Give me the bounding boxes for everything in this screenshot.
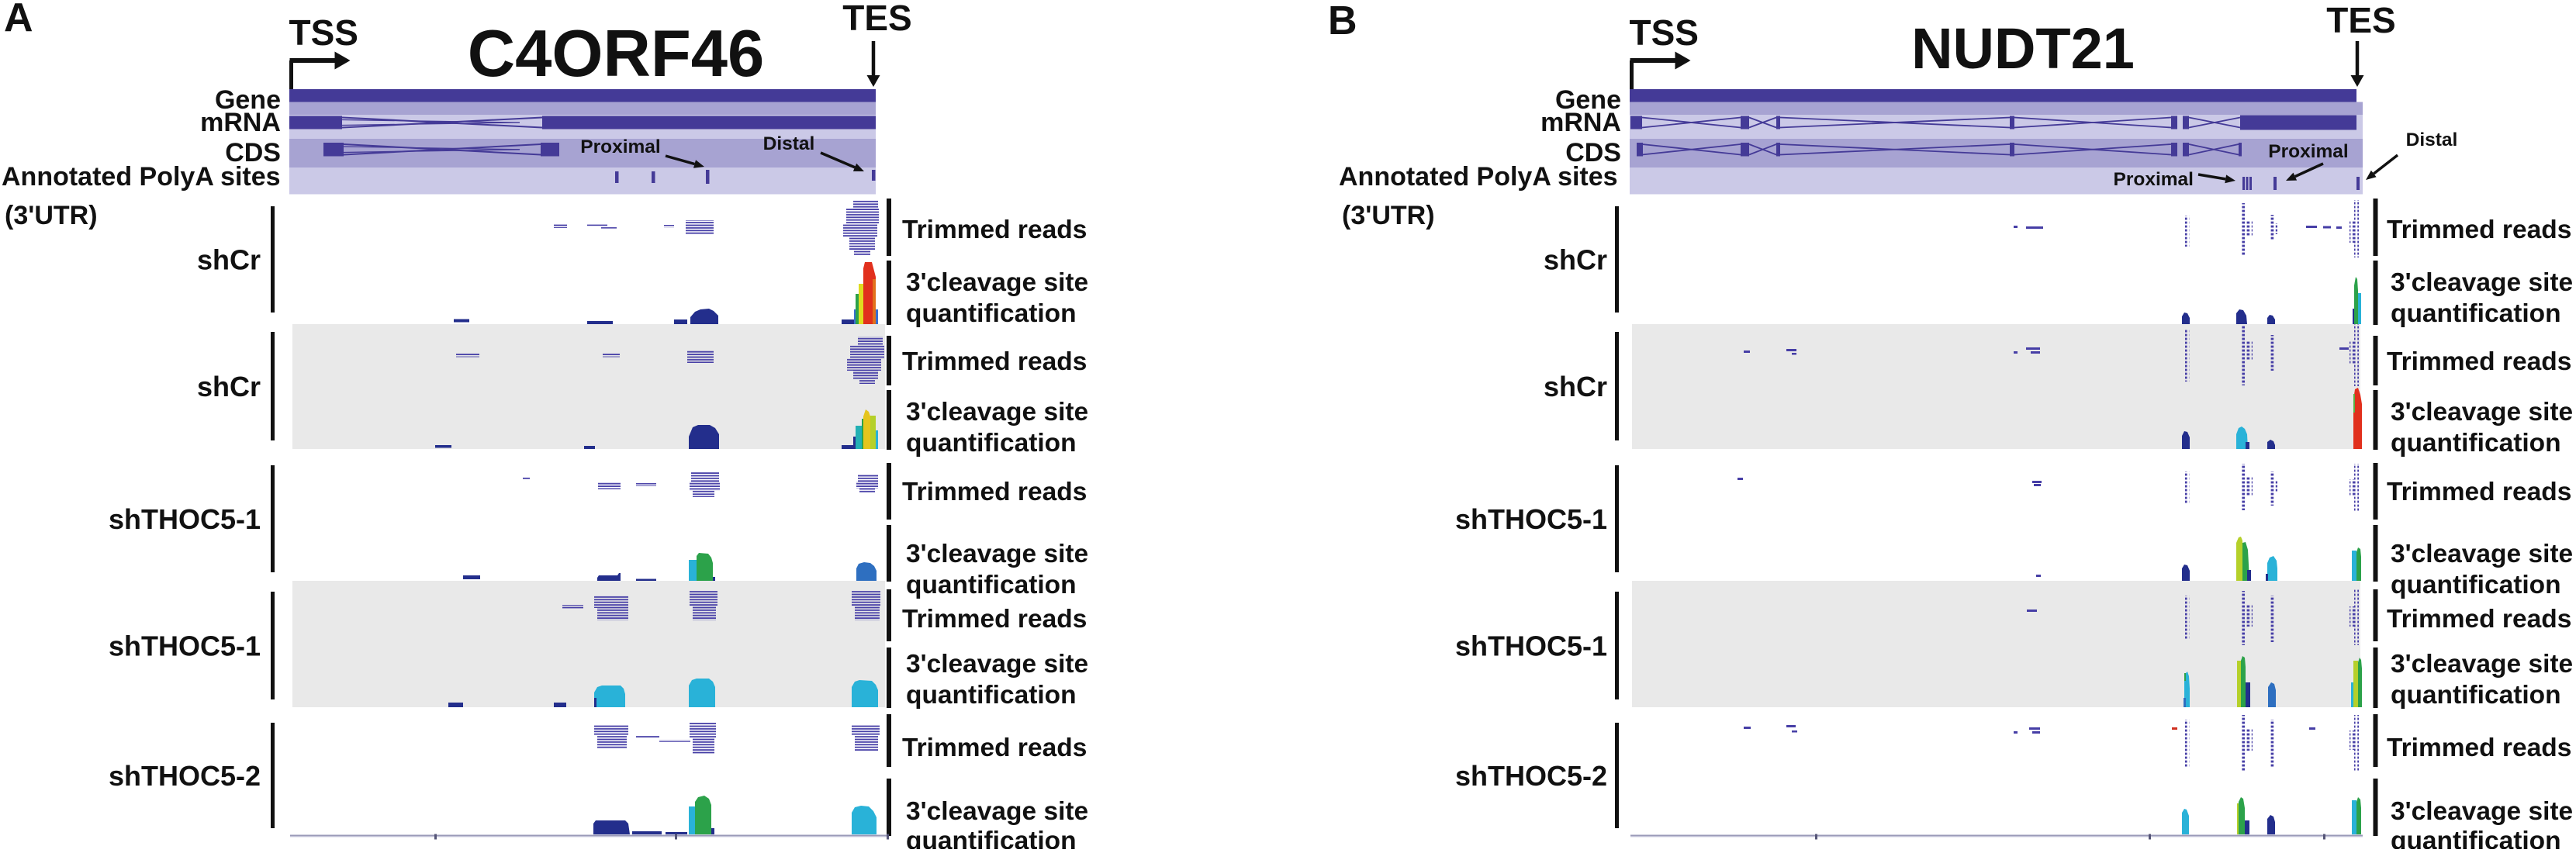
svg-text:(3'UTR): (3'UTR): [5, 201, 98, 230]
svg-text:3'cleavage site: 3'cleavage site: [2391, 650, 2573, 679]
svg-text:Proximal: Proximal: [2114, 169, 2194, 190]
svg-text:3'cleavage site: 3'cleavage site: [2391, 268, 2573, 297]
svg-text:shTHOC5-1: shTHOC5-1: [1455, 503, 1607, 535]
svg-text:Trimmed reads: Trimmed reads: [902, 216, 1087, 244]
svg-text:3'cleavage site: 3'cleavage site: [2391, 540, 2573, 568]
svg-text:3'cleavage site: 3'cleavage site: [2391, 797, 2573, 826]
svg-text:quantification: quantification: [2391, 299, 2561, 328]
svg-text:Trimmed reads: Trimmed reads: [2387, 478, 2571, 506]
svg-text:Trimmed reads: Trimmed reads: [902, 478, 1087, 506]
svg-text:3'cleavage site: 3'cleavage site: [906, 797, 1088, 826]
svg-text:shTHOC5-1: shTHOC5-1: [109, 630, 261, 662]
svg-text:quantification: quantification: [2391, 429, 2561, 458]
svg-text:shTHOC5-2: shTHOC5-2: [109, 760, 261, 792]
svg-text:quantification: quantification: [906, 827, 1077, 849]
svg-text:quantification: quantification: [2391, 827, 2561, 849]
svg-text:shTHOC5-1: shTHOC5-1: [109, 503, 261, 535]
svg-text:shTHOC5-1: shTHOC5-1: [1455, 630, 1607, 662]
svg-text:shCr: shCr: [197, 371, 261, 402]
svg-text:NUDT21: NUDT21: [1911, 16, 2135, 81]
svg-text:mRNA: mRNA: [200, 108, 281, 137]
svg-text:Proximal: Proximal: [2268, 141, 2349, 162]
svg-text:Trimmed reads: Trimmed reads: [902, 605, 1087, 634]
svg-text:quantification: quantification: [906, 681, 1077, 710]
svg-text:mRNA: mRNA: [1540, 108, 1621, 137]
svg-text:Trimmed reads: Trimmed reads: [902, 734, 1087, 762]
svg-text:shCr: shCr: [1544, 244, 1607, 276]
svg-text:Trimmed reads: Trimmed reads: [2387, 347, 2571, 376]
svg-text:TSS: TSS: [289, 12, 358, 53]
svg-text:3'cleavage site: 3'cleavage site: [906, 268, 1088, 297]
svg-text:Annotated PolyA sites: Annotated PolyA sites: [2, 162, 281, 192]
svg-text:shCr: shCr: [1544, 371, 1607, 402]
svg-text:3'cleavage site: 3'cleavage site: [906, 650, 1088, 679]
svg-text:quantification: quantification: [906, 429, 1077, 458]
svg-text:Trimmed reads: Trimmed reads: [2387, 734, 2571, 762]
svg-text:A: A: [4, 0, 33, 40]
svg-text:TSS: TSS: [1630, 12, 1699, 53]
svg-text:CDS: CDS: [1565, 138, 1621, 167]
svg-text:Trimmed reads: Trimmed reads: [902, 347, 1087, 376]
svg-text:(3'UTR): (3'UTR): [1342, 201, 1435, 230]
svg-text:Distal: Distal: [763, 133, 815, 154]
svg-text:TES: TES: [842, 0, 911, 38]
svg-text:quantification: quantification: [906, 299, 1077, 328]
svg-text:3'cleavage site: 3'cleavage site: [2391, 398, 2573, 427]
svg-text:TES: TES: [2326, 0, 2395, 40]
svg-text:Distal: Distal: [2406, 130, 2458, 150]
svg-text:CDS: CDS: [225, 138, 281, 167]
svg-text:B: B: [1328, 0, 1357, 43]
svg-text:Trimmed reads: Trimmed reads: [2387, 605, 2571, 634]
svg-text:Gene: Gene: [1555, 85, 1621, 115]
svg-text:quantification: quantification: [906, 571, 1077, 599]
svg-text:3'cleavage site: 3'cleavage site: [906, 540, 1088, 568]
svg-text:Gene: Gene: [215, 85, 281, 115]
svg-text:Annotated PolyA sites: Annotated PolyA sites: [1339, 162, 1618, 192]
svg-text:C4ORF46: C4ORF46: [468, 17, 765, 91]
svg-text:quantification: quantification: [2391, 681, 2561, 710]
svg-text:Trimmed reads: Trimmed reads: [2387, 216, 2571, 244]
svg-text:Proximal: Proximal: [580, 136, 661, 157]
svg-text:shTHOC5-2: shTHOC5-2: [1455, 760, 1607, 792]
svg-text:shCr: shCr: [197, 244, 261, 276]
svg-text:3'cleavage site: 3'cleavage site: [906, 398, 1088, 427]
svg-text:quantification: quantification: [2391, 571, 2561, 599]
